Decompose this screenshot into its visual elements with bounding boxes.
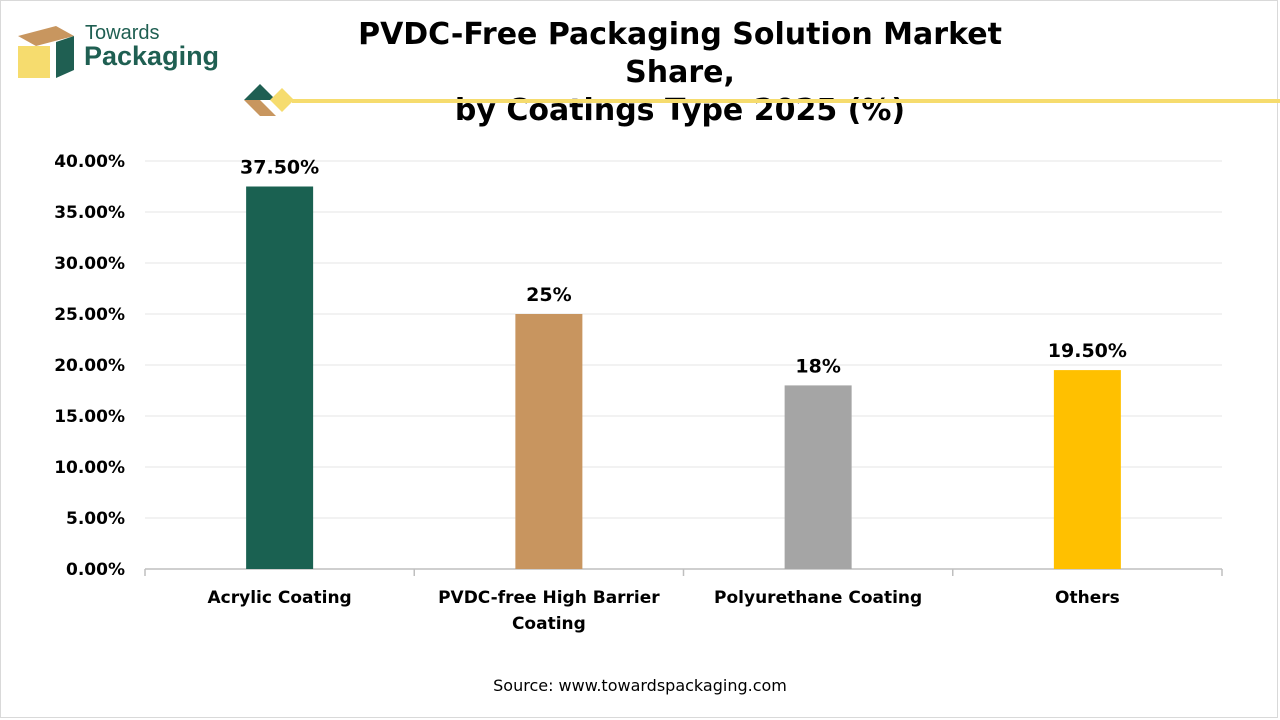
brand-logo	[16, 22, 246, 82]
box-logo-icon	[18, 26, 74, 78]
chart-title: PVDC-Free Packaging Solution Market Shar…	[330, 16, 1030, 130]
x-tick-label: Coating	[512, 614, 586, 634]
y-tick-label: 30.00%	[54, 254, 125, 274]
y-tick-label: 5.00%	[66, 509, 125, 529]
x-tick-label: Polyurethane Coating	[714, 588, 922, 608]
bar	[246, 186, 314, 569]
y-tick-label: 25.00%	[54, 305, 125, 325]
data-label: 19.50%	[1048, 340, 1127, 362]
data-label: 37.50%	[240, 157, 319, 179]
bar	[515, 314, 583, 569]
title-divider	[244, 84, 1280, 116]
x-tick-label: Others	[1055, 588, 1120, 608]
y-tick-label: 10.00%	[54, 458, 125, 478]
y-tick-label: 15.00%	[54, 407, 125, 427]
x-tick-label: Acrylic Coating	[208, 588, 352, 608]
x-tick-label: PVDC-free High Barrier	[438, 588, 660, 608]
bar	[1053, 370, 1121, 569]
y-tick-label: 0.00%	[66, 560, 125, 580]
title-line-2: by Coatings Type 2025 (%)	[454, 93, 906, 128]
brand-line-1: Towards	[85, 22, 160, 44]
y-tick-label: 40.00%	[54, 152, 125, 172]
data-label: 25%	[526, 284, 571, 306]
brand-line-2: Packaging	[84, 41, 220, 71]
bar-chart: 0.00% 5.00% 10.00% 15.00% 20.00% 25.00% 30.00%…	[54, 152, 1223, 634]
y-tick-label: 20.00%	[54, 356, 125, 376]
y-tick-label: 35.00%	[54, 203, 125, 223]
data-label: 18%	[795, 355, 840, 377]
title-line-1: PVDC-Free Packaging Solution Market Shar…	[358, 17, 1002, 90]
source-note: Source: www.towardspackaging.com	[493, 676, 787, 695]
bar	[784, 385, 852, 569]
